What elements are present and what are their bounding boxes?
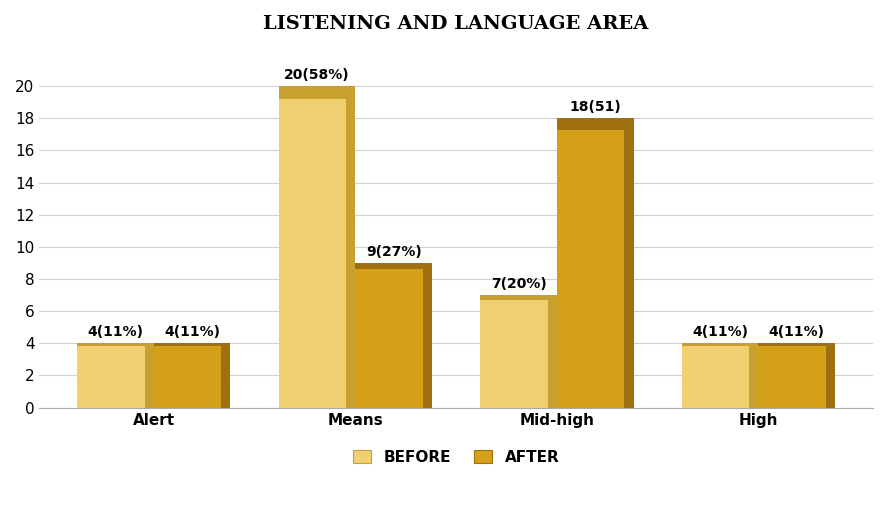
- Bar: [557, 118, 633, 408]
- Text: 4(11%): 4(11%): [769, 325, 825, 340]
- Bar: [154, 343, 230, 346]
- Text: 18(51): 18(51): [569, 100, 621, 114]
- Legend: BEFORE, AFTER: BEFORE, AFTER: [347, 444, 566, 471]
- Bar: [557, 118, 633, 130]
- Text: 4(11%): 4(11%): [164, 325, 220, 340]
- Bar: [77, 343, 154, 346]
- Bar: [221, 343, 230, 408]
- Bar: [480, 295, 557, 408]
- Bar: [279, 86, 355, 408]
- Bar: [154, 343, 230, 408]
- Bar: [423, 263, 432, 408]
- Text: 20(58%): 20(58%): [284, 68, 350, 82]
- Bar: [548, 295, 557, 408]
- Bar: [355, 263, 432, 269]
- Bar: [758, 343, 835, 346]
- Bar: [145, 343, 154, 408]
- Bar: [749, 343, 758, 408]
- Title: LISTENING AND LANGUAGE AREA: LISTENING AND LANGUAGE AREA: [264, 15, 649, 33]
- Bar: [355, 263, 432, 408]
- Bar: [346, 86, 355, 408]
- Bar: [758, 343, 835, 408]
- Bar: [624, 118, 633, 408]
- Text: 7(20%): 7(20%): [491, 277, 546, 291]
- Text: 4(11%): 4(11%): [693, 325, 749, 340]
- Bar: [279, 86, 355, 99]
- Bar: [682, 343, 758, 408]
- Bar: [682, 343, 758, 346]
- Bar: [77, 343, 154, 408]
- Text: 4(11%): 4(11%): [87, 325, 144, 340]
- Text: 9(27%): 9(27%): [366, 245, 422, 259]
- Bar: [480, 295, 557, 299]
- Bar: [826, 343, 835, 408]
